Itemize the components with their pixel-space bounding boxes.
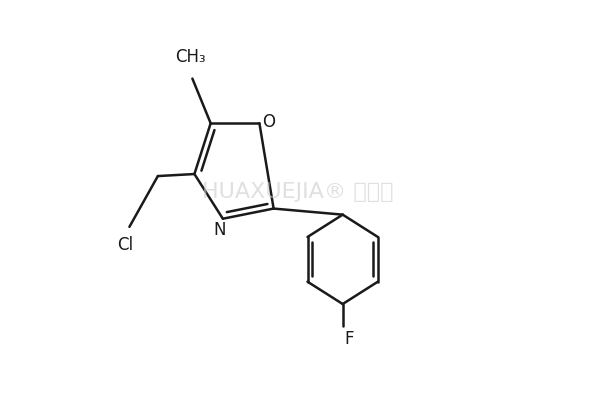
Text: F: F bbox=[344, 330, 353, 348]
Text: Cl: Cl bbox=[117, 236, 134, 254]
Text: CH₃: CH₃ bbox=[175, 48, 206, 66]
Text: O: O bbox=[262, 113, 275, 131]
Text: HUAXUEJIA® 化学加: HUAXUEJIA® 化学加 bbox=[202, 182, 394, 202]
Text: N: N bbox=[213, 221, 226, 239]
